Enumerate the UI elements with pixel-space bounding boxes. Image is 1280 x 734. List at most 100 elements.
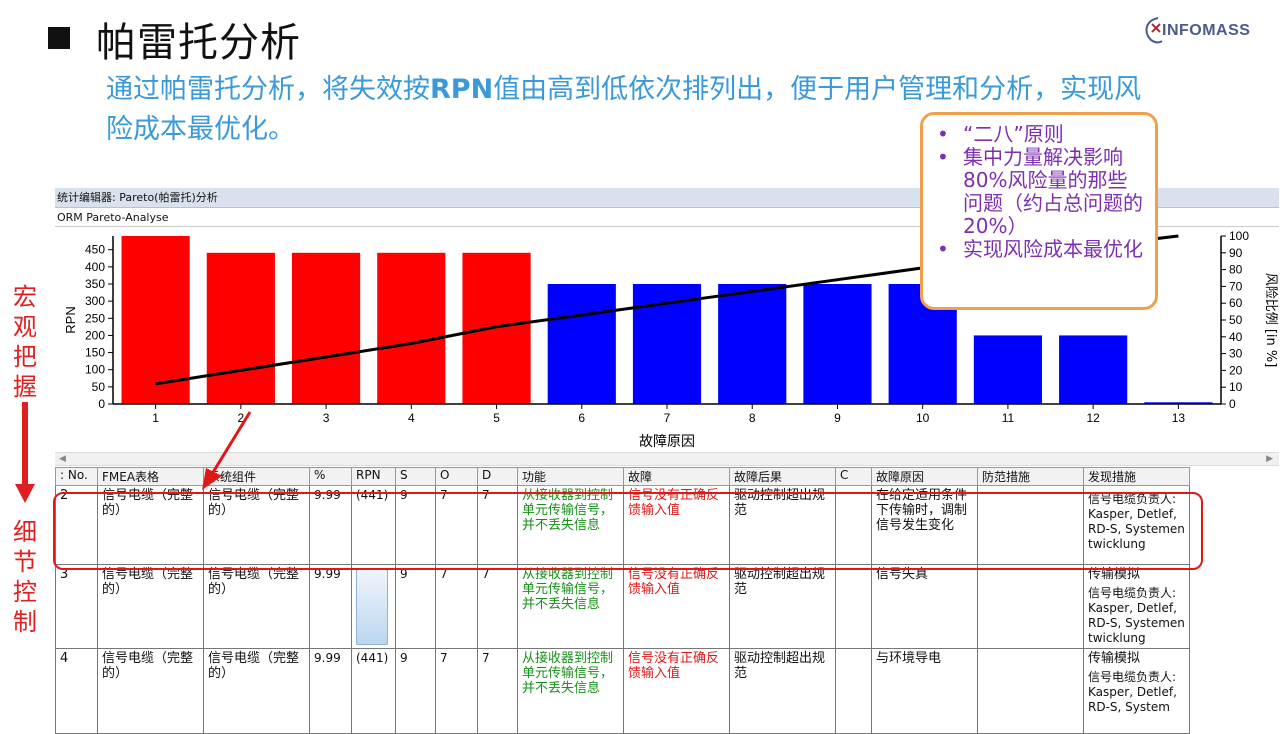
cell-component: 信号电缆（完整的） [203,564,310,649]
col-header-rpn[interactable]: RPN [351,467,396,486]
col-header-d[interactable]: D [477,467,518,486]
slide-subtitle: 通过帕雷托分析，将失效按RPN值由高到低依次排列出，便于用户管理和分析，实现风险… [106,70,1156,150]
chart-bar [121,236,190,404]
y2-tick-label: 20 [1229,363,1243,377]
subtitle-part-a: 通过帕雷托分析，将失效按 [106,74,430,105]
title-bullet [48,27,70,49]
col-header-failure[interactable]: 故障 [623,467,730,486]
y2-tick-label: 100 [1229,229,1249,243]
cell-function: 从接收器到控制单元传输信号，并不丢失信息 [517,648,624,734]
row-highlight-frame [53,492,1203,570]
fmea-table-area: : No. FMEA表格 系统组件 % RPN S O D 功能 故障 故障后果… [55,467,1279,734]
x-tick-label: 11 [1002,411,1015,425]
table-row[interactable]: 3 信号电缆（完整的） 信号电缆（完整的） 9.99 9 7 7 从接收器到控制… [55,564,1190,649]
logo-text: INFOMASS [1162,22,1251,39]
detail-label: 细 节 控 制 [10,517,40,637]
x-tick-label: 4 [408,411,415,425]
scroll-right-icon[interactable]: ▶ [1266,454,1273,464]
x-tick-label: 8 [749,411,756,425]
cell-c [835,648,872,734]
detection-title: 传输模拟 [1088,567,1141,582]
chart-bar [206,252,275,404]
col-header-fmea[interactable]: FMEA表格 [97,467,204,486]
cell-percent: 9.99 [309,648,352,734]
y-tick-label: 350 [85,277,105,291]
x-tick-label: 7 [664,411,671,425]
callout-box: “二八”原则 集中力量解决影响80%风险量的那些问题（约占总问题的20%） 实现… [920,112,1158,310]
chart-bar [1144,402,1213,404]
callout-item: “二八”原则 [935,123,1145,147]
col-header-function[interactable]: 功能 [517,467,624,486]
cell-effect: 驱动控制超出规范 [729,648,836,734]
y-axis-label: RPN [63,306,78,333]
detection-body: 信号电缆负责人: Kasper, Detlef, RD-S, Systement… [1088,586,1185,645]
col-header-cause[interactable]: 故障原因 [871,467,978,486]
cell-failure: 信号没有正确反馈输入值 [623,648,730,734]
horizontal-scrollbar[interactable]: ◀ ▶ [55,452,1279,466]
slide-title: 帕雷托分析 [96,20,301,66]
scroll-left-icon[interactable]: ◀ [59,454,66,464]
cell-s: 9 [395,485,436,565]
cell-cause: 信号失真 [871,564,978,649]
chart-bar [377,252,446,404]
col-header-component[interactable]: 系统组件 [203,467,310,486]
x-tick-label: 6 [578,411,585,425]
table-row[interactable]: 2 信号电缆（完整的） 信号电缆（完整的） 9.99 (441) 9 7 7 从… [55,485,1190,565]
y2-tick-label: 30 [1229,347,1243,361]
col-header-s[interactable]: S [395,467,436,486]
detail-char: 节 [13,548,37,576]
cell-d: 7 [477,564,518,649]
cell-s: 9 [395,648,436,734]
cell-function: 从接收器到控制单元传输信号，并不丢失信息 [517,564,624,649]
y-tick-label: 300 [85,294,105,308]
col-header-prevention[interactable]: 防范措施 [977,467,1084,486]
y-tick-label: 0 [98,397,105,411]
x-tick-label: 12 [1086,411,1100,425]
y2-tick-label: 60 [1229,296,1243,310]
cell-function: 从接收器到控制单元传输信号，并不丢失信息 [517,485,624,565]
y-tick-label: 200 [85,328,105,342]
cell-prevention [977,648,1084,734]
y2-tick-label: 80 [1229,263,1243,277]
x-tick-label: 3 [323,411,330,425]
rpn-edit-field[interactable] [356,569,388,645]
x-tick-label: 2 [238,411,245,425]
chart-bar [1059,335,1128,404]
callout-list: “二八”原则 集中力量解决影响80%风险量的那些问题（约占总问题的20%） 实现… [935,123,1145,262]
down-arrow-icon [15,402,35,503]
col-header-o[interactable]: O [435,467,478,486]
y2-tick-label: 0 [1229,397,1236,411]
cell-no: 3 [55,564,98,649]
table-row[interactable]: 4 信号电缆（完整的） 信号电缆（完整的） 9.99 (441) 9 7 7 从… [55,648,1190,734]
subtitle-part-c: 值由高到低依次排列出，便于用户管理和分析，实现风险成本最优化。 [106,74,1142,145]
macro-label: 宏 观 把 握 [10,282,40,402]
cell-fmea: 信号电缆（完整的） [97,648,204,734]
col-header-no[interactable]: : No. [55,467,98,486]
x-axis-label: 故障原因 [639,434,695,450]
y2-tick-label: 70 [1229,279,1243,293]
x-tick-label: 10 [916,411,930,425]
cell-prevention [977,564,1084,649]
cell-fmea: 信号电缆（完整的） [97,485,204,565]
y2-tick-label: 50 [1229,313,1243,327]
cell-o: 7 [435,485,478,565]
macro-char: 观 [13,313,37,341]
cell-effect: 驱动控制超出规范 [729,564,836,649]
col-header-effect[interactable]: 故障后果 [729,467,836,486]
callout-item: 实现风险成本最优化 [935,238,1145,262]
col-header-c[interactable]: C [835,467,872,486]
col-header-percent[interactable]: % [309,467,352,486]
cell-rpn[interactable] [351,564,396,649]
pareto-editor-window: 统计编辑器: Pareto(帕雷托)分析 ORM Pareto-Analyse … [55,188,1279,734]
y-tick-label: 150 [85,346,105,360]
x-tick-label: 13 [1172,411,1186,425]
y-tick-label: 400 [85,260,105,274]
macro-char: 握 [13,373,37,401]
chart-bar [803,284,872,404]
cell-cause: 在给定适用条件下传输时，调制信号发生变化 [871,485,978,565]
fmea-table: : No. FMEA表格 系统组件 % RPN S O D 功能 故障 故障后果… [55,467,1190,734]
cell-fmea: 信号电缆（完整的） [97,564,204,649]
col-header-detection[interactable]: 发现措施 [1083,467,1190,486]
cell-rpn: (441) [351,648,396,734]
cell-failure: 信号没有正确反馈输入值 [623,485,730,565]
